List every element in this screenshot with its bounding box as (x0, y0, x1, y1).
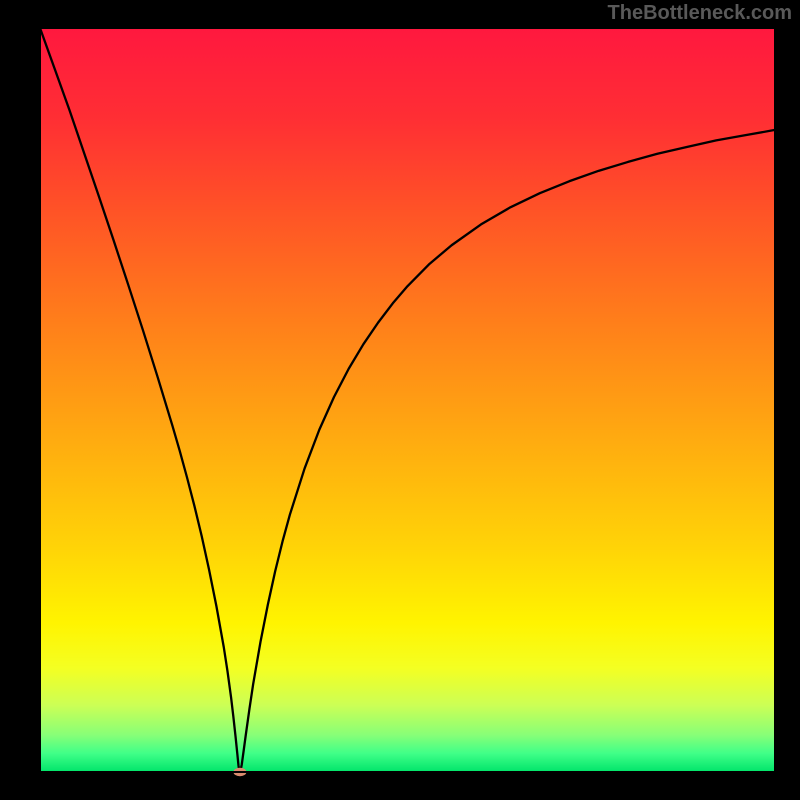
bottleneck-chart (0, 0, 800, 800)
plot-background (40, 28, 775, 772)
